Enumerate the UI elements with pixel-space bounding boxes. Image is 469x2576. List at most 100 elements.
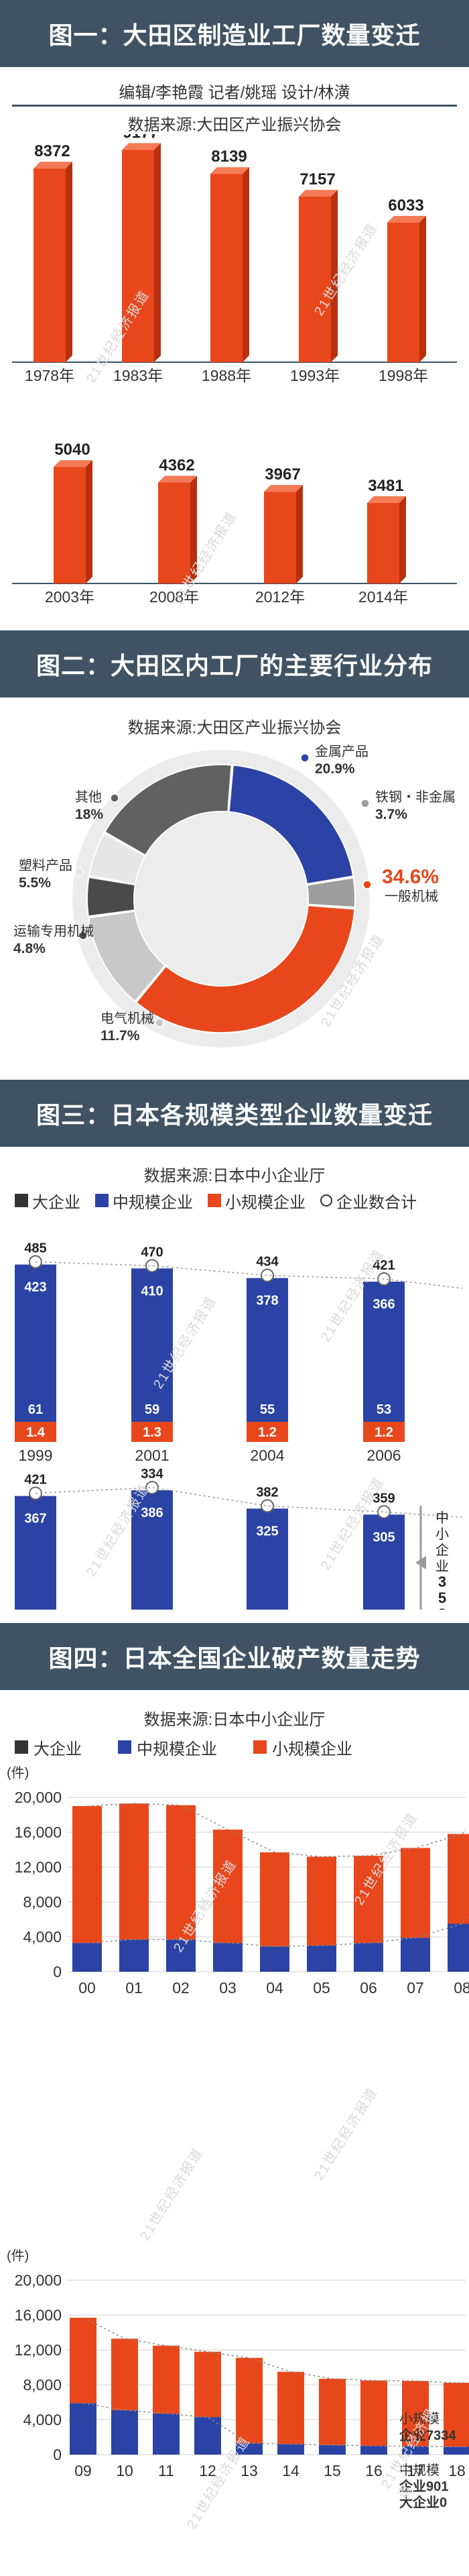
fig1-credits: 编辑/李艳霞 记者/姚瑶 设计/林潢 [119,84,350,102]
fig4-ytick-0-2: 12,000 [15,1858,62,1876]
fig4-bar-small-17 [402,2381,429,2447]
fig4-bar-small-15 [319,2378,346,2445]
fig1-category-label-3: 1993年 [290,367,340,384]
fig3-label-upper-1: 410 [141,1284,163,1298]
fig3-label-mid-2: 55 [260,1402,275,1417]
fig3-category-label-1: 2001 [135,1447,169,1464]
fig4-ytick-0-0: 20,000 [15,1789,62,1806]
fig3-category-label-2: 2004 [250,1447,284,1464]
fig4-xtick-2: 02 [172,1979,190,1997]
fig3-source: 数据来源:日本中小企业厅 [143,1167,326,1185]
fig3-label-mid-1: 59 [145,1402,159,1417]
fig1-value-label-5: 5040 [54,441,90,459]
fig1-bar-7 [264,492,296,583]
fig4-bar-small-2 [166,1805,196,1940]
fig4-bar-medium-4 [260,1946,289,1972]
fig3-title: 图三：日本各规模类型企业数量变迁 [36,1101,433,1129]
fig1-category-label-1: 1983年 [113,367,163,384]
legend-swatch-medium [95,1194,109,1207]
fig1-value-label-4: 6033 [388,197,423,215]
fig4-trend-medium-1 [82,2402,466,2448]
fig3-label-upper-4: 367 [24,1512,46,1526]
fig1-bar-side-0 [66,162,72,362]
fig2-slice-name-1: 铁钢・非金属 [375,789,456,805]
fig1-category-label-6: 2008年 [149,588,199,606]
fig2-slice-name-3: 电气机械 [100,1011,154,1026]
fig3-total-marker-0 [29,1255,42,1269]
fig2-marker-2 [362,880,372,889]
fig4-bar-medium-17 [402,2446,429,2455]
fig1-category-label-8: 2014年 [358,588,408,606]
fig1-header: 图一：大田区制造业工厂数量变迁 [0,0,469,67]
fig4-bar-medium-6 [354,1943,383,1972]
fig4-header: 图四：日本全国企业破产数量走势 [0,1623,469,1690]
fig2-slice-4 [86,876,136,917]
fig4-bar-medium-9 [70,2403,96,2455]
fig4-bar-small-14 [277,2371,304,2445]
legend-swatch-small [208,1194,221,1207]
fig4-xtick-0: 00 [78,1979,96,1997]
fig1-bar-top-1 [122,143,161,150]
fig4-swatch-small [253,1740,267,1754]
fig1-category-label-4: 1998年 [379,367,428,384]
fig1-bar-top-5 [54,460,92,467]
fig4-xtick-11: 11 [158,2462,174,2479]
fig4-legend-medium-label: 中规模企业 [137,1740,217,1758]
fig3-total-marker-1 [145,1259,159,1273]
fig2-marker-5 [74,867,84,877]
fig4-bar-small-3 [213,1830,243,1944]
fig2-slice-name-6: 其他 [75,789,102,805]
fig4-bar-small-10 [111,2339,138,2410]
fig1-bar-5 [54,467,86,583]
fig4-bar-small-13 [236,2357,263,2444]
fig2-slice-pct-3: 11.7% [100,1028,140,1044]
fig1-title: 图一：大田区制造业工厂数量变迁 [48,21,421,49]
fig1-bar-side-5 [86,460,92,583]
fig2-marker-3 [155,1018,164,1027]
fig4-trend-medium-0 [86,1917,466,1948]
fig3-side-note-char-1: 小 [436,1526,449,1542]
fig4-unit-label-1: (件) [7,2248,29,2263]
fig1-bar-top-4 [387,215,426,223]
fig1-value-label-1: 9177 [123,134,158,142]
fig3-bar-medium-2 [247,1278,288,1422]
fig3-bar-medium-3 [363,1282,405,1422]
fig3-bar-medium-6 [247,1508,288,1610]
fig4-bar-medium-1 [119,1939,149,1972]
fig2-slice-1 [306,877,356,909]
fig3-label-total-6: 382 [256,1485,278,1500]
fig3-label-mid-0: 61 [28,1402,43,1417]
legend-swatch-total [320,1194,332,1207]
fig1-bar-3 [299,197,331,362]
fig3-bar-medium-0 [15,1264,56,1422]
fig3-label-total-0: 485 [24,1241,46,1255]
fig4-xtick-9: 09 [74,2462,92,2479]
fig2-slice-pct-5: 5.5% [19,875,51,891]
fig2-slice-5 [88,832,146,885]
fig4-legend-small-label: 小规模企业 [272,1740,352,1758]
fig3-side-pointer [415,1556,426,1569]
fig4-ytick-1-0: 20,000 [15,2272,62,2289]
fig4-ytick-0-3: 8,000 [23,1893,62,1911]
fig1-bar-top-6 [158,475,197,483]
fig4-ytick-1-5: 0 [53,2446,62,2463]
fig2-marker-6 [110,793,119,803]
fig4-unit-label-0: (件) [7,1765,29,1781]
fig3-header: 图三：日本各规模类型企业数量变迁 [0,1080,469,1147]
fig3-label-upper-3: 366 [373,1297,395,1312]
fig4-ytick-1-2: 12,000 [15,2341,62,2359]
fig3-bar-medium-5 [131,1490,173,1610]
fig1-bar-side-3 [331,190,338,362]
fig4-bar-medium-18 [444,2447,469,2455]
fig2-slice-0 [228,764,354,885]
fig2-slice-2 [135,904,356,1033]
fig3-side-note-char-6: 8 [438,1606,446,1610]
fig4-title: 图四：日本全国企业破产数量走势 [48,1644,421,1672]
fig4-bar-medium-3 [213,1943,243,1972]
fig1-category-label-0: 1978年 [25,367,74,384]
fig1-value-label-2: 8139 [211,148,247,166]
fig3-label-total-7: 359 [373,1491,395,1506]
fig4-legend-medium: 中规模企业 [118,1736,217,1759]
fig4-ytick-1-4: 4,000 [23,2411,62,2428]
